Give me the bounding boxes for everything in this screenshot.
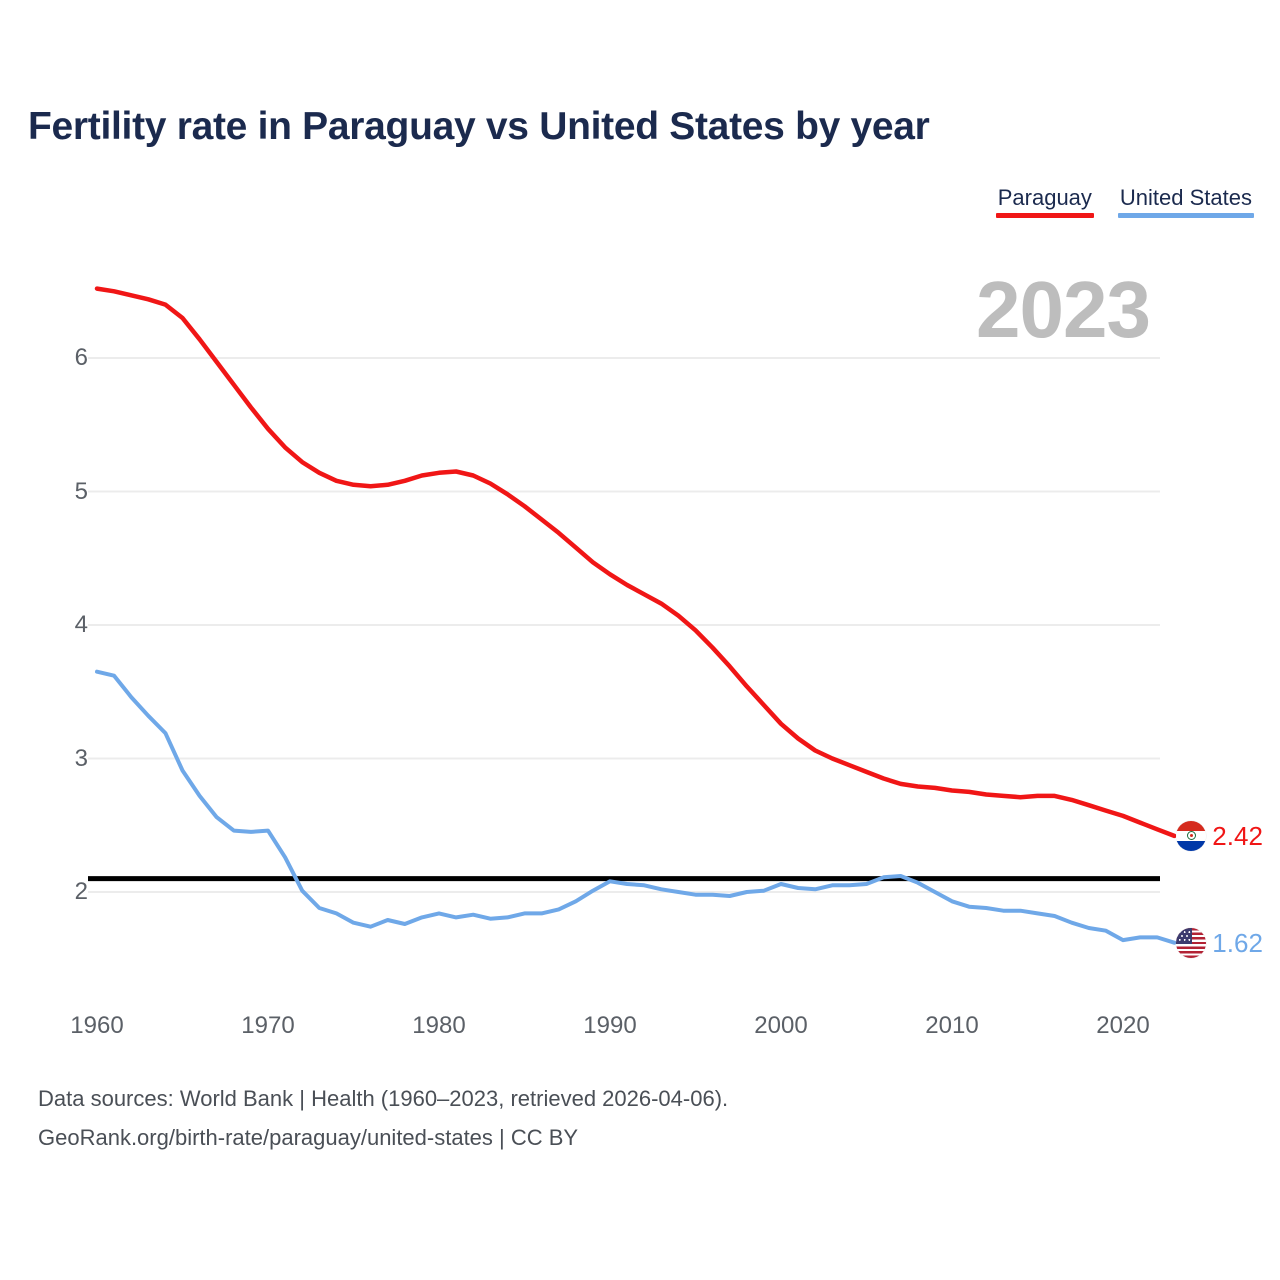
x-axis-tick-label: 2000 [754,1012,808,1039]
footer-attribution: GeoRank.org/birth-rate/paraguay/united-s… [38,1124,579,1150]
legend-item-paraguay[interactable]: Paraguay [995,185,1094,219]
y-axis-tick-label: 5 [74,477,88,505]
series-line-united-states [95,669,1177,945]
x-axis-tick-label: 1970 [241,1012,295,1039]
end-label-paraguay: 2.42 [1176,820,1263,851]
series-line-paraguay [94,286,1177,839]
legend-label-united-states: United States [1119,185,1252,210]
legend-color-swatch-paraguay [995,213,1094,219]
footer: Data sources: World Bank | Health (1960–… [38,1080,728,1157]
end-value-paraguay: 2.42 [1212,820,1263,851]
united-states-flag-icon [1176,927,1207,958]
footer-data-sources: Data sources: World Bank | Health (1960–… [38,1086,729,1111]
year-watermark: 2023 [976,265,1151,354]
legend-label-paraguay: Paraguay [997,185,1092,210]
x-axis-tick-label: 2020 [1096,1012,1150,1039]
paraguay-flag-icon [1176,820,1207,851]
x-axis-tick-label: 1980 [412,1012,466,1039]
y-axis-tick-label: 6 [74,344,88,371]
y-axis-tick-label: 4 [74,611,88,638]
legend: Paraguay United States [995,185,1254,219]
end-value-united-states: 1.62 [1212,927,1263,958]
x-axis-tick-label: 1990 [583,1012,637,1039]
end-label-united-states: 1.62 [1176,927,1263,958]
legend-color-swatch-united-states [1117,213,1254,219]
legend-item-united-states[interactable]: United States [1117,185,1254,219]
x-axis-tick-label: 2010 [925,1012,979,1039]
page-title: Fertility rate in Paraguay vs United Sta… [28,105,930,148]
x-axis-tick-label: 1960 [70,1012,124,1039]
y-axis-tick-label: 2 [74,878,88,905]
y-axis-tick-label: 3 [74,744,88,772]
